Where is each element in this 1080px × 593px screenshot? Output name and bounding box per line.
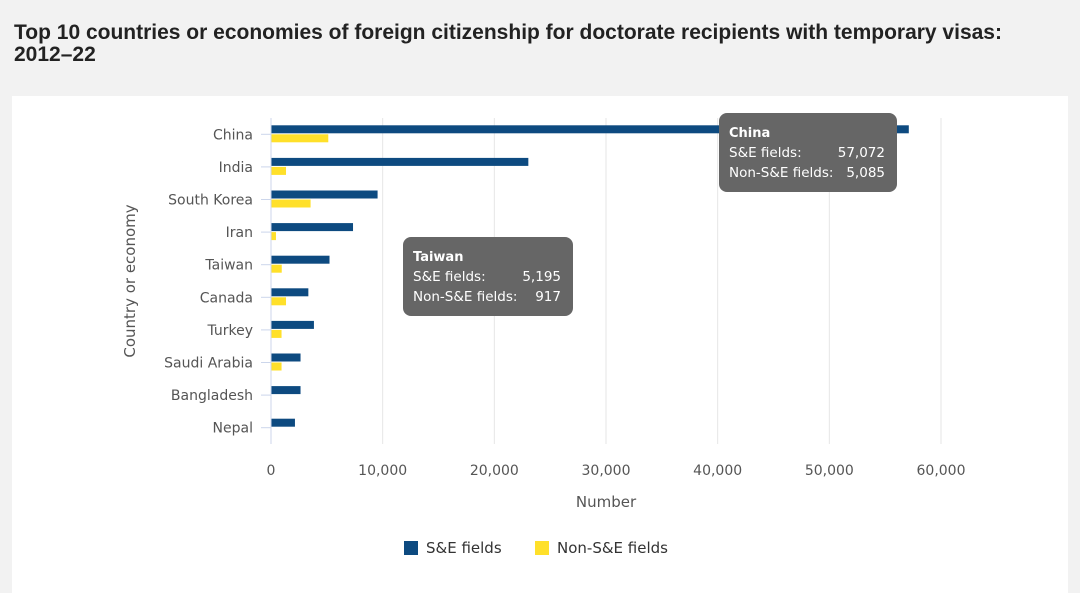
tooltip-china-row-label: S&E fields: xyxy=(729,145,802,161)
tooltip-taiwan-row-value: 5,195 xyxy=(522,269,561,285)
y-tick-label: India xyxy=(219,160,253,176)
y-tick-label: South Korea xyxy=(168,193,253,209)
legend-swatch-non-sande-fields[interactable] xyxy=(535,541,549,555)
page-title: Top 10 countries or economies of foreign… xyxy=(14,21,1002,66)
y-tick-label: Turkey xyxy=(206,323,253,339)
bar-non-sande-fields-taiwan[interactable] xyxy=(271,264,282,273)
bar-sande-fields-nepal[interactable] xyxy=(271,418,295,427)
tooltip-taiwan-row-value: 917 xyxy=(535,289,561,305)
tooltip-china-row-label: Non-S&E fields: xyxy=(729,165,833,181)
tooltip-taiwan-row-label: S&E fields: xyxy=(413,269,486,285)
bar-non-sande-fields-south-korea[interactable] xyxy=(271,199,311,208)
tooltip-china-row-value: 57,072 xyxy=(838,145,885,161)
bar-non-sande-fields-india[interactable] xyxy=(271,166,287,175)
bar-non-sande-fields-canada[interactable] xyxy=(271,297,287,306)
tooltip-china-title: China xyxy=(729,126,770,141)
y-tick-label: Iran xyxy=(226,225,253,241)
y-tick-label: Taiwan xyxy=(204,258,253,274)
bar-sande-fields-south-korea[interactable] xyxy=(271,190,378,199)
y-axis-title: Country or economy xyxy=(121,204,139,357)
bar-sande-fields-iran[interactable] xyxy=(271,223,354,232)
bar-sande-fields-canada[interactable] xyxy=(271,288,309,297)
legend-label-sande-fields[interactable]: S&E fields xyxy=(426,539,502,557)
x-tick-label: 60,000 xyxy=(917,463,966,479)
tooltip-china xyxy=(719,113,897,192)
bar-chart: China India South Korea Iran Taiwan Canada Tur… xyxy=(121,113,966,557)
bar-sande-fields-bangladesh[interactable] xyxy=(271,386,301,395)
x-tick-label: 10,000 xyxy=(358,463,407,479)
x-tick-label: 0 xyxy=(267,463,276,479)
legend-swatch-sande-fields[interactable] xyxy=(404,541,418,555)
bar-non-sande-fields-iran[interactable] xyxy=(271,232,276,241)
bar-sande-fields-saudi-arabia[interactable] xyxy=(271,353,301,362)
x-tick-label: 40,000 xyxy=(693,463,742,479)
chart-card: China India South Korea Iran Taiwan Canada Tur… xyxy=(12,96,1068,593)
x-tick-label: 30,000 xyxy=(582,463,631,479)
x-tick-label: 20,000 xyxy=(470,463,519,479)
tooltip-china-row-value: 5,085 xyxy=(846,165,885,181)
tooltip-taiwan-title: Taiwan xyxy=(413,250,463,265)
y-tick-label: China xyxy=(213,127,253,143)
x-tick-label: 50,000 xyxy=(805,463,854,479)
y-tick-label: Nepal xyxy=(213,421,253,437)
tooltip-taiwan-row-label: Non-S&E fields: xyxy=(413,289,517,305)
bar-non-sande-fields-saudi-arabia[interactable] xyxy=(271,362,282,371)
y-tick-label: Canada xyxy=(200,290,253,306)
bar-sande-fields-india[interactable] xyxy=(271,157,529,166)
tooltip-taiwan xyxy=(403,237,573,316)
x-axis-title: Number xyxy=(576,493,637,511)
bar-non-sande-fields-china[interactable] xyxy=(271,134,329,143)
legend-label-non-sande-fields[interactable]: Non-S&E fields xyxy=(557,539,668,557)
bar-sande-fields-taiwan[interactable] xyxy=(271,255,330,264)
bar-sande-fields-china[interactable] xyxy=(271,125,909,134)
bar-non-sande-fields-turkey[interactable] xyxy=(271,329,282,338)
bar-sande-fields-turkey[interactable] xyxy=(271,320,314,329)
y-tick-label: Bangladesh xyxy=(171,388,253,404)
y-tick-label: Saudi Arabia xyxy=(164,356,253,372)
